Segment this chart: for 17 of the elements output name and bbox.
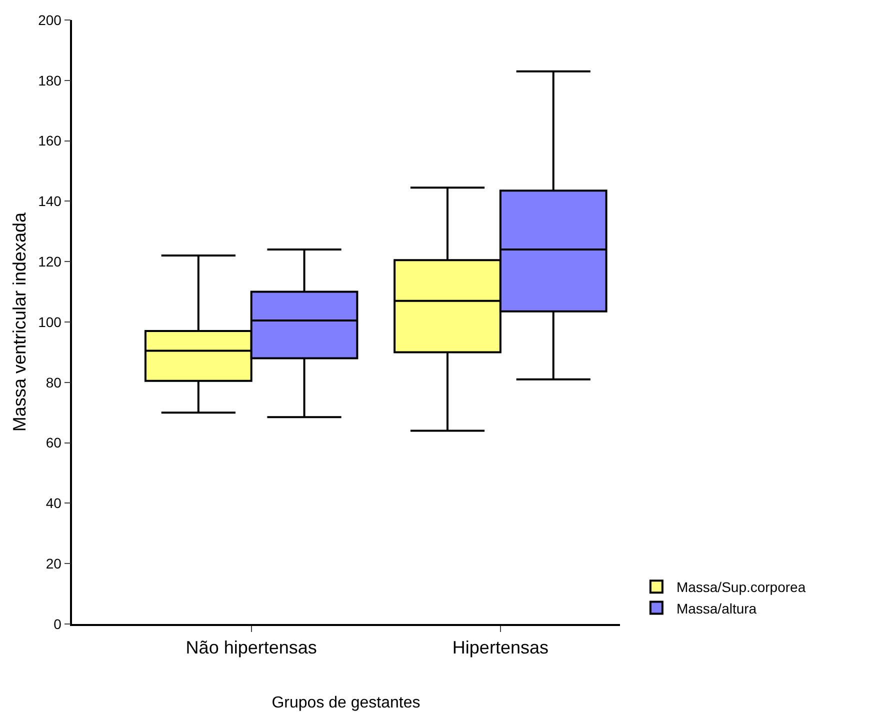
y-tick-label: 160 xyxy=(38,132,62,149)
y-tick-label: 100 xyxy=(38,314,62,330)
legend-label: Massa/Sup.corporea xyxy=(676,579,806,596)
legend-label: Massa/altura xyxy=(676,600,757,616)
y-tick-label: 180 xyxy=(38,72,62,88)
y-tick-label: 120 xyxy=(38,254,62,270)
y-tick-label: 200 xyxy=(38,12,62,28)
y-tick-label: 60 xyxy=(46,434,62,451)
x-tick-label: Não hipertensas xyxy=(186,637,317,658)
y-tick-label: 80 xyxy=(46,374,62,390)
y-tick-label: 140 xyxy=(38,193,62,210)
y-axis-title: Massa ventricular indexada xyxy=(10,211,30,432)
y-tick-label: 0 xyxy=(54,616,62,632)
y-tick-label: 20 xyxy=(46,556,62,572)
y-tick-label: 40 xyxy=(46,495,62,512)
x-axis-title: Grupos de gestantes xyxy=(272,694,420,712)
x-tick-label: Hipertensas xyxy=(452,637,548,658)
